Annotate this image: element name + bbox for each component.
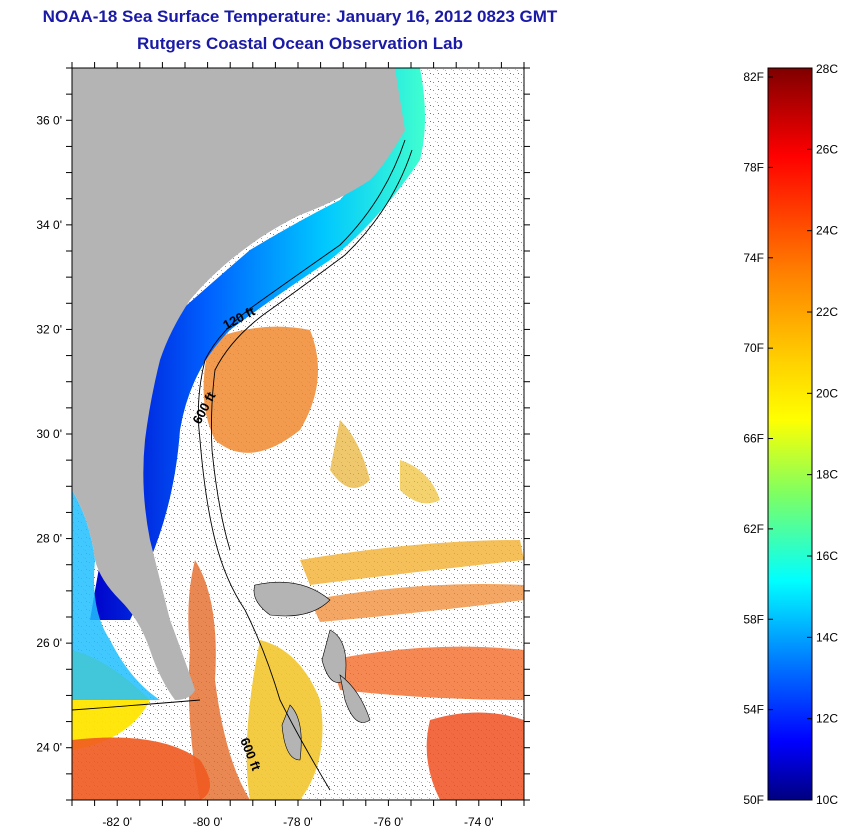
lon-tick-label: -82 0'	[102, 815, 132, 829]
colorbar-f-label: 74F	[743, 251, 764, 265]
lon-tick-label: -74 0'	[464, 815, 494, 829]
colorbar-c-label: 14C	[816, 630, 838, 644]
colorbar-f-label: 58F	[743, 612, 764, 626]
colorbar-fahrenheit-labels: 82F 78F 74F 70F 66F 62F 58F 54F 50F	[743, 70, 773, 807]
map-title: NOAA-18 Sea Surface Temperature: January…	[42, 7, 558, 26]
colorbar-c-label: 28C	[816, 62, 838, 76]
lon-tick-label: -78 0'	[283, 815, 313, 829]
colorbar-c-label: 10C	[816, 793, 838, 807]
lat-tick-label: 24 0'	[36, 741, 62, 755]
colorbar-c-label: 22C	[816, 305, 838, 319]
colorbar-gradient	[767, 67, 813, 801]
lat-tick-label: 32 0'	[36, 322, 62, 336]
colorbar-f-label: 78F	[743, 160, 764, 174]
colorbar-c-label: 16C	[816, 549, 838, 563]
colorbar-c-label: 12C	[816, 712, 838, 726]
lat-tick-label: 34 0'	[36, 218, 62, 232]
bahamas-islands	[253, 581, 371, 761]
lat-tick-label: 30 0'	[36, 427, 62, 441]
lon-tick-label: -76 0'	[374, 815, 404, 829]
latitude-axis: 36 0' 34 0' 32 0' 30 0' 28 0' 26 0' 24 0'	[36, 67, 530, 801]
lat-tick-label: 26 0'	[36, 636, 62, 650]
colorbar-f-label: 62F	[743, 522, 764, 536]
shelf-cold-water	[90, 68, 425, 620]
colorbar-f-label: 70F	[743, 341, 764, 355]
colorbar-f-label: 82F	[743, 70, 764, 84]
colorbar-f-label: 50F	[743, 793, 764, 807]
colorbar-c-label: 26C	[816, 142, 838, 156]
bathymetry-contours	[71, 139, 413, 791]
map-frame: 120 ft 600 ft 600 ft	[71, 67, 525, 801]
colorbar-f-label: 54F	[743, 703, 764, 717]
lon-tick-label: -80 0'	[193, 815, 223, 829]
longitude-axis: -82 0' -80 0' -78 0' -76 0' -74 0'	[71, 62, 525, 829]
map-subtitle: Rutgers Coastal Ocean Observation Lab	[137, 34, 463, 53]
land-mainland	[72, 68, 405, 700]
florida-west-shelf	[72, 490, 160, 700]
colorbar-c-label: 18C	[816, 468, 838, 482]
colorbar-c-label: 20C	[816, 386, 838, 400]
lat-tick-label: 36 0'	[36, 113, 62, 127]
colorbar-c-label: 24C	[816, 224, 838, 238]
lat-tick-label: 28 0'	[36, 532, 62, 546]
colorbar-celsius-labels: 28C 26C 24C 22C 20C 18C 16C 14C 12C 10C	[807, 62, 838, 807]
colorbar-f-label: 66F	[743, 432, 764, 446]
